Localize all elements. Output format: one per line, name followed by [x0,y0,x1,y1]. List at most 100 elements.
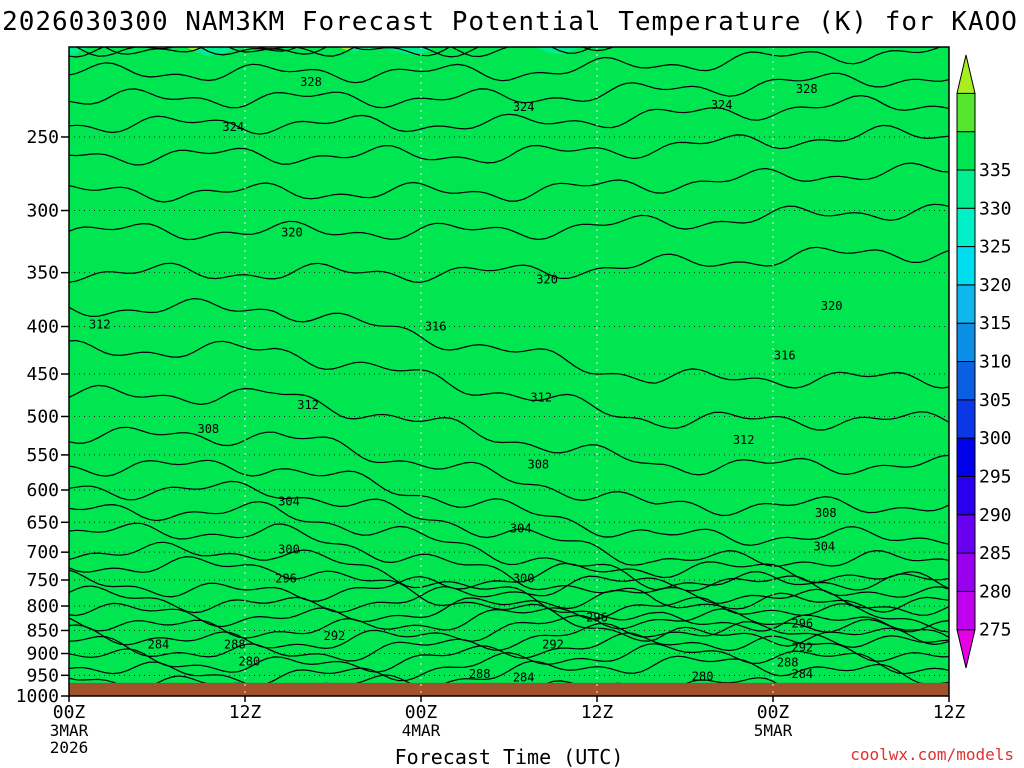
contour-lines [69,47,949,696]
colorbar-swatch [956,629,976,669]
contour-label: 328 [796,82,818,96]
colorbar: 275 280 285 290 295 300 305 310 315 320 325 330 335 [956,54,1012,669]
isentrope-line [69,586,949,628]
colorbar-swatch [956,169,976,209]
contour-label: 312 [733,433,755,447]
colorbar-swatch [956,514,976,554]
isentrope-line [69,47,942,84]
contour-label: 312 [89,317,111,331]
y-tick-label: 500 [26,406,59,427]
colorbar-label: 315 [979,313,1012,334]
colorbar-label: 285 [979,543,1012,564]
colorbar-swatch [956,92,976,133]
isentrope-line [69,480,949,567]
isentrope-line [69,94,949,135]
colorbar-label: 300 [979,428,1012,449]
isentrope-line [69,47,594,58]
x-tick-year: 2026 [50,738,89,757]
y-tick-label: 1000 [16,686,59,707]
contour-label: 280 [239,654,261,668]
colorbar-label: 330 [979,198,1012,219]
contour-label: 296 [586,610,608,624]
isentrope-line [69,561,949,602]
colorbar-label: 305 [979,390,1012,411]
isentrope-line [69,501,949,591]
colorbar-label: 295 [979,466,1012,487]
x-tick-date: 5MAR [754,721,793,740]
y-tick-label: 600 [26,480,59,501]
isentrope-line [69,643,949,687]
y-tick-label: 350 [26,263,59,284]
x-tick-label: 12Z [229,702,262,723]
grid-lines [69,47,949,696]
contour-label: 288 [224,637,246,651]
isentrope-line [69,522,949,613]
x-tick-label: 00Z [757,702,790,723]
colorbar-label: 335 [979,160,1012,181]
isentrope-line [69,426,949,517]
isentrope-line [69,556,949,647]
credit-link[interactable]: coolwx.com/models [850,745,1014,764]
contour-label: 288 [777,655,799,669]
contour-label: 292 [791,641,813,655]
y-tick-label: 300 [26,201,59,222]
isentrope-line [69,621,949,662]
isentrope-line [69,632,949,673]
isentrope-line [69,339,949,431]
colorbar-label: 325 [979,237,1012,258]
colorbar-swatch [956,54,976,94]
contour-label: 320 [536,273,558,287]
contour-label: 308 [815,506,837,520]
colorbar-label: 275 [979,620,1012,641]
contour-label: 296 [275,571,297,585]
x-tick-date: 3MAR [50,721,89,740]
y-tick-label: 450 [26,364,59,385]
isentrope-line [69,608,949,650]
contour-label: 316 [425,320,447,334]
y-tick-label: 850 [26,620,59,641]
isentrope-line [69,297,949,389]
contour-labels: 328 328 324 324 324 320 320 320 316 316 312 312 312 3… [89,75,843,685]
colorbar-swatch [956,437,976,477]
isentrope-line [69,541,949,633]
contour-label: 284 [148,637,170,651]
isentrope-line [69,124,949,166]
isentrope-line [69,575,949,614]
contour-label: 304 [510,521,532,535]
isentrope-line [69,384,949,476]
isentrope-line [69,246,949,283]
x-tick-date: 4MAR [402,721,441,740]
colorbar-swatch [956,207,976,248]
y-tick-label: 950 [26,665,59,686]
x-tick-label: 12Z [581,702,614,723]
isentrope-line [69,459,949,546]
x-tick-label: 12Z [933,702,966,723]
contour-label: 280 [692,670,714,684]
colorbar-label: 280 [979,581,1012,602]
x-axis-label: Forecast Time (UTC) [395,745,624,768]
contour-label: 324 [711,98,733,112]
y-tick-label: 750 [26,570,59,591]
y-tick-label: 400 [26,317,59,338]
contour-label: 308 [527,457,549,471]
contour-label: 316 [774,349,796,363]
contour-label: 324 [513,100,535,114]
contour-label: 328 [300,75,322,89]
colorbar-swatch [956,361,976,401]
contour-label: 304 [278,494,300,508]
contour-label: 324 [222,120,244,134]
y-tick-label: 900 [26,644,59,665]
x-tick-label: 00Z [405,702,438,723]
colorbar-swatch [956,475,976,516]
y-tick-label: 800 [26,596,59,617]
contour-label: 312 [530,391,552,405]
contour-label: 296 [791,616,813,630]
theta-band [69,47,949,696]
colorbar-swatch [956,246,976,286]
y-tick-label: 700 [26,542,59,563]
contour-label: 284 [513,670,535,684]
colorbar-swatch [956,552,976,592]
plot-area: 328 328 324 324 324 320 320 320 316 316 312 312 312 3… [69,47,949,696]
contour-label: 288 [469,667,491,681]
